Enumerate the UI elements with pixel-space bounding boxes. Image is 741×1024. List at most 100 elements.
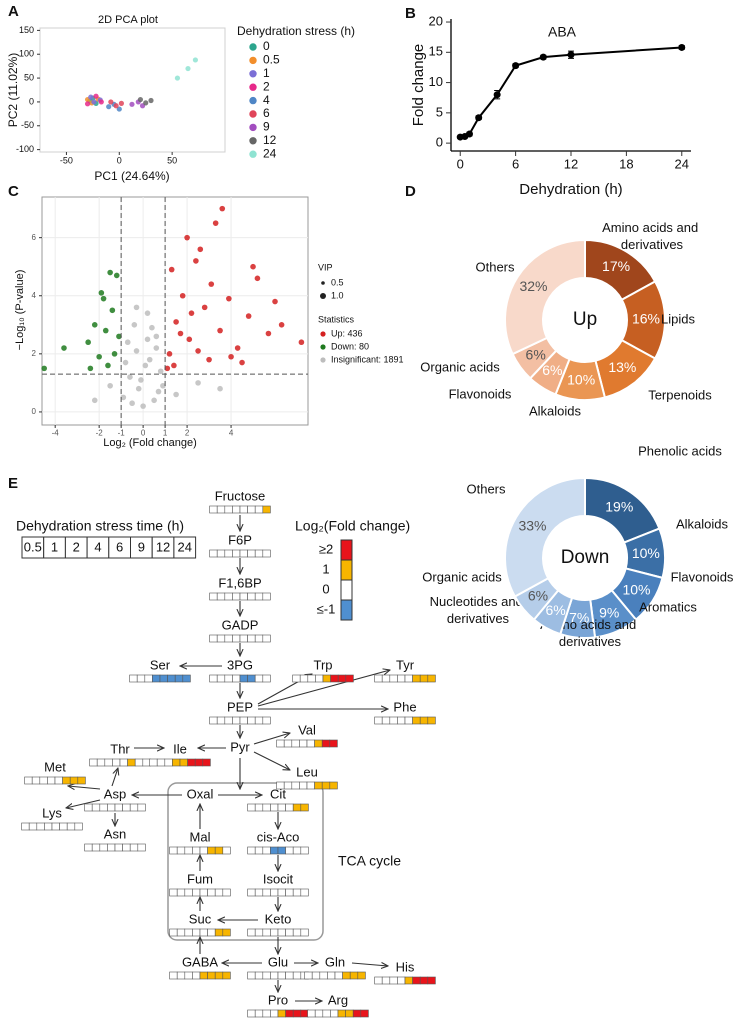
node-label: Thr: [110, 741, 130, 756]
data-point: [212, 220, 219, 226]
heat-cell: [262, 888, 271, 897]
heat-cell: [299, 674, 309, 683]
heat-cell: [247, 674, 256, 683]
node-label: His: [396, 959, 415, 974]
heat-cell: [169, 971, 178, 980]
heat-cell: [300, 846, 309, 855]
heat-cell: [291, 739, 300, 748]
legend-label: 2: [263, 79, 270, 93]
data-point: [678, 43, 686, 51]
heat-cell: [314, 1009, 324, 1018]
donut-segment: [504, 238, 586, 356]
heat-cell: [277, 803, 286, 812]
data-point: [116, 106, 122, 112]
heat-cell: [129, 674, 138, 683]
heat-cell: [330, 674, 339, 683]
heat-cell: [304, 971, 313, 980]
value-label: 6%: [526, 347, 546, 363]
node-label: Asn: [104, 826, 126, 841]
heat-cell: [142, 758, 151, 767]
heat-cell: [352, 1009, 362, 1018]
y-axis-label: −Log₁₀ (P-value): [14, 270, 26, 351]
heat-cell: [254, 549, 264, 558]
data-point: [197, 246, 204, 253]
heat-cell: [214, 846, 224, 855]
data-point: [539, 53, 547, 61]
data-point: [173, 391, 179, 398]
data-point: [135, 385, 142, 392]
y-tick-label: 10: [429, 74, 443, 89]
heat-cell: [54, 776, 63, 785]
data-point: [108, 99, 114, 105]
heat-cell: [374, 716, 383, 725]
line: [460, 46, 682, 139]
data-point: [127, 374, 133, 380]
heat-cell: [224, 634, 233, 643]
heat-cell: [207, 928, 216, 937]
heat-cell: [216, 674, 226, 683]
legend-label: 24: [263, 146, 277, 160]
heat-cell: [389, 976, 398, 985]
plot-frame: [39, 27, 226, 153]
heat-cell: [192, 846, 201, 855]
heat-cell: [44, 822, 53, 831]
heat-cell: [164, 758, 173, 767]
heat-cell: [169, 888, 178, 897]
heat-cell: [292, 928, 302, 937]
node-label: Gln: [325, 954, 345, 969]
y-tick-label: 0: [29, 96, 34, 106]
legend-marker: [320, 344, 326, 350]
heat-cell: [322, 674, 331, 683]
donut-segment: [504, 476, 586, 598]
heat-cell: [51, 822, 60, 831]
heat-cell: [216, 505, 226, 514]
x-tick-label: -2: [96, 429, 104, 438]
value-label: 10%: [567, 372, 595, 388]
heat-cell: [404, 716, 413, 725]
heat-cell: [129, 803, 139, 812]
heat-cell: [176, 971, 186, 980]
legend-label: 0: [322, 581, 329, 596]
data-point: [131, 321, 138, 328]
heat-cell: [179, 758, 188, 767]
heat-cell: [247, 716, 256, 725]
heat-cell: [270, 888, 279, 897]
heat-cell: [247, 803, 256, 812]
node-label: PEP: [227, 699, 253, 714]
x-tick-label: -50: [60, 156, 73, 166]
arrow: [253, 751, 290, 770]
heat-cell: [262, 674, 271, 683]
category-label: Organic acids: [420, 359, 500, 374]
data-point: [226, 295, 232, 302]
legend-title: Dehydration stress (h): [237, 24, 355, 38]
legend-swatch: [340, 539, 353, 561]
node-label: Isocit: [263, 871, 294, 886]
heat-cell: [209, 716, 218, 725]
heat-cell: [222, 928, 231, 937]
arrow: [351, 963, 388, 966]
value-label: 10%: [632, 545, 660, 561]
heat-cell: [192, 888, 201, 897]
category-label: Amino acids and derivatives: [602, 220, 702, 252]
node-label: Leu: [296, 764, 318, 779]
data-point: [98, 99, 104, 105]
heat-cell: [285, 971, 294, 980]
heat-cell: [247, 505, 256, 514]
legend-title: Log₂(Fold change): [295, 518, 410, 534]
heat-cell: [345, 1009, 354, 1018]
data-point: [193, 258, 199, 264]
y-tick-label: 4: [32, 291, 37, 300]
category-label: Alkaloids: [529, 403, 582, 418]
heat-cell: [232, 674, 241, 683]
plot-frame: [41, 196, 309, 426]
data-point: [98, 290, 105, 296]
heat-cell: [299, 781, 308, 790]
data-point: [142, 362, 149, 369]
heat-cell: [306, 739, 315, 748]
node-label: cis-Aco: [257, 829, 300, 844]
heat-cell: [192, 971, 201, 980]
data-point: [120, 394, 127, 401]
heat-cell: [270, 846, 279, 855]
heat-cell: [169, 846, 178, 855]
heat-cell: [254, 592, 264, 601]
